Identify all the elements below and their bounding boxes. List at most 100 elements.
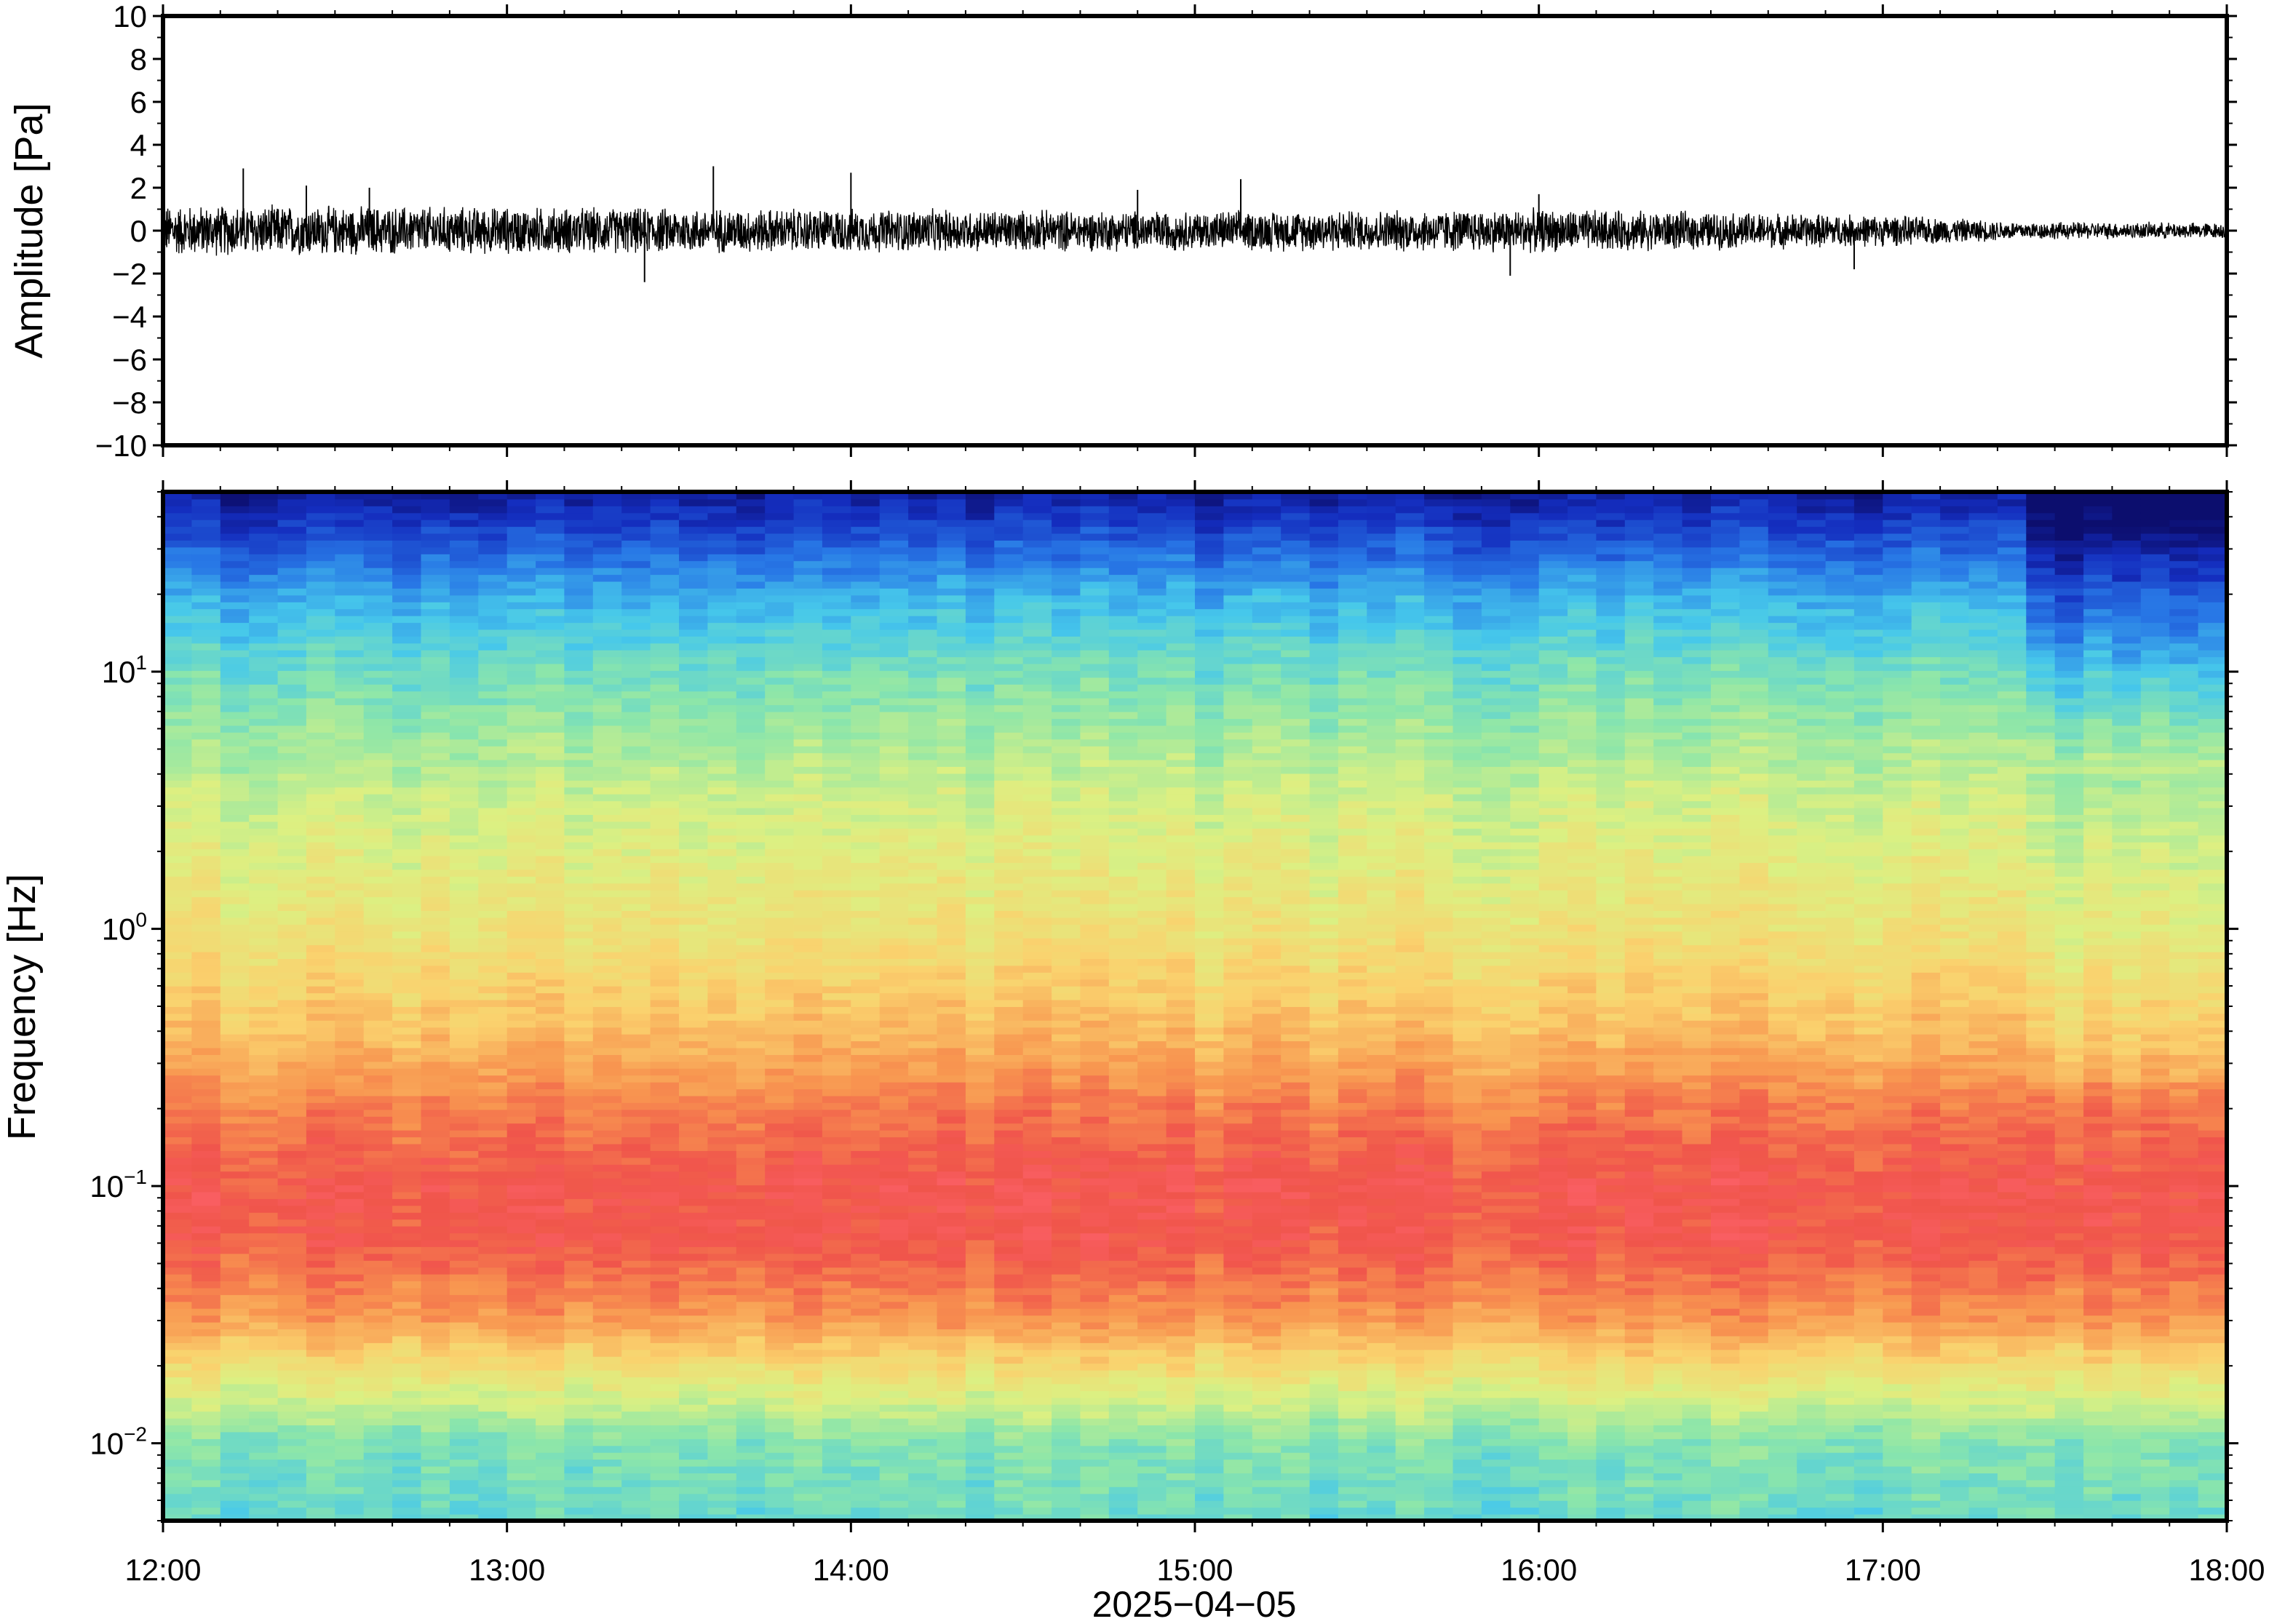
spectrogram-cell — [191, 1150, 221, 1158]
spectrogram-cell — [163, 1445, 193, 1453]
spectrogram-cell — [220, 862, 250, 870]
spectrogram-cell — [621, 883, 651, 891]
spectrogram-cell — [1052, 711, 1081, 720]
spectrogram-cell — [707, 1349, 737, 1357]
spectrogram-cell — [249, 649, 279, 658]
spectrogram-cell — [1080, 1239, 1110, 1247]
spectrogram-cell — [592, 663, 623, 672]
spectrogram-cell — [592, 979, 623, 987]
spectrogram-cell — [536, 1013, 565, 1021]
spectrogram-cell — [851, 704, 881, 712]
spectrogram-cell — [621, 1177, 651, 1186]
spectrogram-cell — [421, 1369, 450, 1377]
spectrogram-cell — [765, 931, 795, 939]
spectrogram-cell — [421, 656, 450, 664]
spectrogram-cell — [392, 896, 422, 904]
spectrogram-cell — [564, 1342, 594, 1350]
spectrogram-cell — [793, 800, 823, 808]
spectrogram-cell — [506, 649, 537, 658]
spectrogram-cell — [650, 917, 680, 925]
spectrogram-cell — [621, 519, 651, 528]
spectrogram-cell — [363, 608, 394, 616]
spectrogram-cell — [191, 944, 221, 952]
spectrogram-cell — [191, 1129, 221, 1138]
spectrogram-cell — [765, 917, 795, 925]
spectrogram-cell — [277, 1040, 307, 1048]
spectrogram-cell — [478, 629, 508, 637]
spectrogram-cell — [220, 1465, 250, 1473]
spectrogram-cell — [249, 1349, 279, 1357]
spectrogram-cell — [163, 533, 193, 541]
spectrogram-cell — [707, 1417, 737, 1425]
spectrogram-cell — [621, 896, 651, 904]
spectrogram-cell — [592, 704, 623, 712]
spectrogram-cell — [335, 622, 365, 630]
spectrogram-cell — [421, 642, 450, 650]
amplitude-tick-label: 6 — [130, 85, 147, 119]
spectrogram-cell — [220, 992, 250, 1000]
spectrogram-cell — [879, 574, 910, 582]
spectrogram-cell — [536, 841, 565, 850]
spectrogram-cell — [478, 677, 508, 685]
spectrogram-cell — [449, 1356, 480, 1364]
spectrogram-cell — [363, 567, 394, 576]
spectrogram-cell — [220, 779, 250, 788]
spectrogram-cell — [736, 1486, 766, 1494]
spectrogram-cell — [937, 985, 966, 994]
spectrogram-cell — [191, 1040, 221, 1048]
spectrogram-cell — [822, 656, 852, 664]
spectrogram-cell — [736, 553, 766, 562]
spectrogram-cell — [478, 1267, 508, 1275]
spectrogram-cell — [851, 1459, 881, 1467]
spectrogram-cell — [536, 560, 565, 568]
spectrogram-cell — [965, 759, 996, 767]
spectrogram-cell — [249, 519, 279, 528]
spectrogram-cell — [1052, 1171, 1081, 1179]
spectrogram-cell — [994, 1486, 1024, 1494]
spectrogram-cell — [592, 1404, 623, 1412]
spectrogram-cell — [621, 1438, 651, 1446]
spectrogram-cell — [249, 492, 279, 500]
spectrogram-cell — [249, 1356, 279, 1364]
spectrogram-cell — [765, 642, 795, 650]
spectrogram-cell — [650, 869, 680, 877]
spectrogram-cell — [679, 704, 709, 712]
spectrogram-cell — [536, 1465, 565, 1473]
spectrogram-cell — [965, 862, 996, 870]
spectrogram-cell — [736, 1163, 766, 1172]
spectrogram-cell — [707, 1088, 737, 1096]
spectrogram-cell — [1052, 1102, 1081, 1110]
spectrogram-cell — [536, 526, 565, 534]
spectrogram-cell — [994, 1163, 1024, 1172]
spectrogram-cell — [879, 841, 910, 850]
spectrogram-cell — [879, 1404, 910, 1412]
spectrogram-cell — [965, 581, 996, 589]
spectrogram-cell — [592, 944, 623, 952]
spectrogram-cell — [249, 985, 279, 994]
spectrogram-cell — [1052, 1473, 1081, 1481]
spectrogram-cell — [793, 1459, 823, 1467]
spectrogram-cell — [335, 1493, 365, 1501]
spectrogram-cell — [277, 1390, 307, 1398]
spectrogram-cell — [449, 752, 480, 760]
spectrogram-cell — [478, 862, 508, 870]
spectrogram-cell — [335, 1390, 365, 1398]
spectrogram-cell — [449, 1383, 480, 1391]
spectrogram-cell — [478, 1233, 508, 1241]
spectrogram-cell — [679, 1253, 709, 1261]
spectrogram-cell — [306, 1253, 336, 1261]
spectrogram-cell — [449, 1479, 480, 1487]
spectrogram-cell — [592, 1377, 623, 1385]
spectrogram-cell — [765, 999, 795, 1007]
spectrogram-cell — [679, 793, 709, 802]
spectrogram-cell — [335, 725, 365, 733]
spectrogram-cell — [937, 992, 966, 1000]
spectrogram-cell — [621, 1115, 651, 1124]
spectrogram-cell — [793, 519, 823, 528]
spectrogram-cell — [1052, 560, 1081, 568]
spectrogram-cell — [765, 1294, 795, 1302]
spectrogram-cell — [536, 1349, 565, 1357]
spectrogram-cell — [592, 1019, 623, 1028]
spectrogram-cell — [506, 1088, 537, 1096]
spectrogram-cell — [1022, 1102, 1053, 1110]
